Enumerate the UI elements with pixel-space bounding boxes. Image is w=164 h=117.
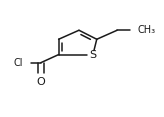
Text: Cl: Cl (14, 58, 23, 68)
Text: O: O (36, 77, 45, 87)
Text: CH₃: CH₃ (137, 25, 156, 35)
Text: S: S (89, 50, 96, 60)
